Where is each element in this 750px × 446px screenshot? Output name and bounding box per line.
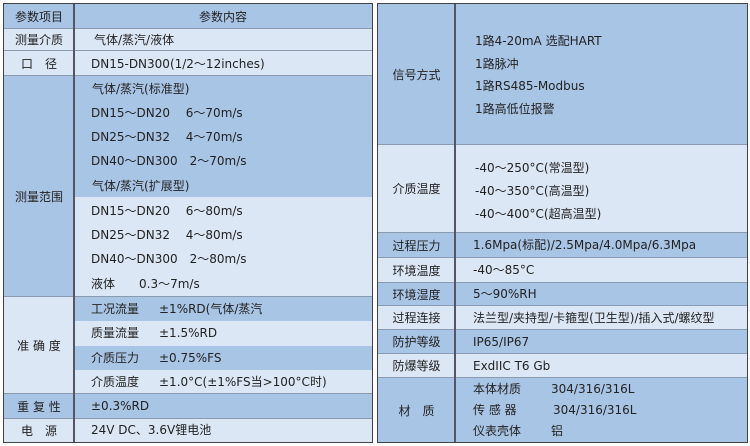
power-label: 电 源: [4, 419, 74, 442]
protection-cell: IP65/IP67: [455, 330, 747, 354]
header-content: 参数内容: [74, 4, 372, 29]
range-line: DN40～DN300 2～80m/s: [91, 252, 247, 266]
signal-label: 信号方式: [378, 4, 455, 145]
medium-temp-label: 介质温度: [378, 145, 455, 233]
env-hum-value: 5～90%RH: [473, 287, 537, 301]
env-hum-label: 环境湿度: [378, 283, 455, 306]
connection-value: 法兰型/夹持型/卡箍型(卫生型)/插入式/螺纹型: [473, 311, 715, 325]
medium-label: 测量介质: [4, 29, 74, 51]
caliber-label: 口 径: [4, 51, 74, 76]
signal-line: 1路高低位报警: [475, 102, 555, 116]
env-temp-cell: -40～85°C: [455, 258, 747, 283]
explosion-value: ExdIIC T6 Gb: [473, 359, 551, 373]
pressure-value: 1.6Mpa(标配)/2.5Mpa/4.0Mpa/6.3Mpa: [473, 238, 697, 252]
range-line: DN25～DN32 4～80m/s: [91, 228, 243, 242]
signal-line: 1路脉冲: [475, 57, 519, 71]
power-cell: 24V DC、3.6V锂电池: [74, 419, 372, 442]
accuracy-value: ±1.0°C(±1%FS当>100°C时): [159, 375, 327, 389]
range-line: DN25～DN32 4～70m/s: [91, 130, 243, 144]
material-value: 304/316/316L: [553, 403, 637, 417]
power-value: 24V DC、3.6V锂电池: [91, 423, 212, 437]
protection-value: IP65/IP67: [473, 335, 530, 349]
accuracy-label: 准 确 度: [4, 297, 74, 394]
signal-line: 1路4-20mA 选配HART: [475, 34, 602, 48]
medium-temp-line: -40～250°C(常温型): [475, 161, 590, 175]
material-cell: 本体材质 304/316/316L 传 感 器 304/316/316L 仪表壳体 铝: [455, 378, 747, 442]
medium-temp-cell: -40～250°C(常温型) -40～350°C(高温型) -40～400°C(…: [455, 145, 747, 233]
env-temp-label: 环境温度: [378, 258, 455, 283]
header-item: 参数项目: [4, 4, 74, 29]
material-key: 传 感 器: [473, 403, 517, 417]
range-line: 气体/蒸汽(标准型): [92, 82, 190, 96]
column-divider: [73, 4, 75, 442]
material-key: 本体材质: [473, 382, 522, 396]
repeat-label: 重 复 性: [4, 394, 74, 419]
accuracy-value: ±0.75%FS: [159, 351, 222, 365]
material-value: 304/316/316L: [551, 382, 635, 396]
medium-cell: 气体/蒸汽/液体: [74, 29, 372, 51]
range-line: DN40～DN300 2～70m/s: [91, 154, 247, 168]
range-line: DN15～DN20 6～70m/s: [91, 106, 243, 120]
medium-temp-line: -40～400°C(超高温型): [475, 207, 602, 221]
repeat-value: ±0.3%RD: [91, 399, 150, 413]
accuracy-key: 介质温度: [91, 375, 140, 389]
caliber-cell: DN15-DN300(1/2～12inches): [74, 51, 372, 76]
medium-temp-line: -40～350°C(高温型): [475, 184, 590, 198]
accuracy-key: 质量流量: [91, 326, 140, 340]
explosion-cell: ExdIIC T6 Gb: [455, 354, 747, 378]
pressure-label: 过程压力: [378, 233, 455, 258]
range-line: 液体 0.3～7m/s: [91, 277, 200, 291]
accuracy-key: 工况流量: [91, 302, 140, 316]
range-label: 测量范围: [4, 76, 74, 297]
connection-cell: 法兰型/夹持型/卡箍型(卫生型)/插入式/螺纹型: [455, 306, 747, 330]
caliber-value: DN15-DN300(1/2～12inches): [91, 57, 265, 71]
accuracy-value: ±1%RD(气体/蒸汽: [159, 302, 263, 316]
range-line: 气体/蒸汽(扩展型): [92, 179, 190, 193]
repeat-cell: ±0.3%RD: [74, 394, 372, 419]
column-divider: [454, 4, 456, 442]
right-spec-table: 信号方式 1路4-20mA 选配HART 1路脉冲 1路RS485-Modbus…: [377, 3, 748, 443]
accuracy-row: 介质温度 ±1.0°C(±1%FS当>100°C时): [74, 370, 372, 394]
material-key: 仪表壳体: [473, 424, 522, 438]
left-spec-table: 参数项目 参数内容 测量介质 气体/蒸汽/液体 口 径 DN15-DN300(1…: [3, 3, 373, 443]
material-value: 铝: [551, 424, 564, 438]
explosion-label: 防爆等级: [378, 354, 455, 378]
pressure-cell: 1.6Mpa(标配)/2.5Mpa/4.0Mpa/6.3Mpa: [455, 233, 747, 258]
env-temp-value: -40～85°C: [473, 263, 535, 277]
range-line: DN15～DN20 6～80m/s: [91, 204, 243, 218]
env-hum-cell: 5～90%RH: [455, 283, 747, 306]
material-label: 材 质: [378, 378, 455, 442]
accuracy-row: 工况流量 ±1%RD(气体/蒸汽: [74, 297, 372, 321]
accuracy-value: ±1.5%RD: [159, 326, 218, 340]
accuracy-row: 介质压力 ±0.75%FS: [74, 346, 372, 370]
range-label-text: 测量范围: [14, 189, 63, 204]
signal-line: 1路RS485-Modbus: [475, 79, 585, 93]
range-extended-cell: [74, 197, 372, 297]
accuracy-row: 质量流量 ±1.5%RD: [74, 321, 372, 346]
protection-label: 防护等级: [378, 330, 455, 354]
signal-cell: 1路4-20mA 选配HART 1路脉冲 1路RS485-Modbus 1路高低…: [455, 4, 747, 145]
accuracy-key: 介质压力: [91, 351, 140, 365]
range-standard-cell: [74, 76, 372, 197]
medium-value: 气体/蒸汽/液体: [94, 33, 175, 47]
connection-label: 过程连接: [378, 306, 455, 330]
